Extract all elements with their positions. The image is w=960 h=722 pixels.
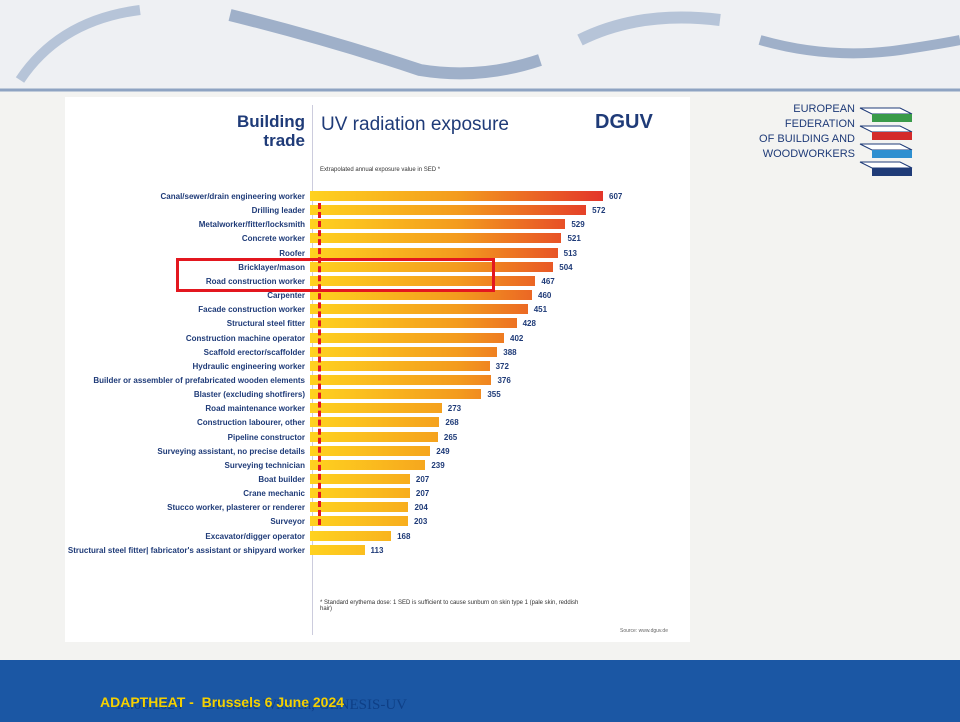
bar [310, 545, 365, 555]
value-label: 239 [431, 461, 444, 470]
value-label: 402 [510, 334, 523, 343]
value-label: 268 [445, 418, 458, 427]
bar [310, 502, 408, 512]
footnote: * Standard erythema dose: 1 SED is suffi… [320, 600, 590, 612]
bar [310, 460, 425, 470]
category-label: Builder or assembler of prefabricated wo… [5, 376, 305, 385]
category-label: Stucco worker, plasterer or renderer [5, 503, 305, 512]
value-label: 504 [559, 263, 572, 272]
value-label: 428 [523, 319, 536, 328]
category-label: Scaffold erector/scaffolder [5, 348, 305, 357]
value-label: 113 [371, 546, 384, 555]
value-label: 607 [609, 192, 622, 201]
bar [310, 333, 504, 343]
value-label: 376 [497, 376, 510, 385]
category-label: Blaster (excluding shotfirers) [5, 390, 305, 399]
bar [310, 219, 565, 229]
logo-line: EUROPEAN [730, 102, 855, 117]
category-label: Concrete worker [5, 234, 305, 243]
logo-line: OF BUILDING AND [730, 132, 855, 147]
category-label: Structural steel fitter [5, 319, 305, 328]
slide: Building trade UV radiation exposure DGU… [0, 0, 960, 722]
category-label: Pipeline constructor [5, 433, 305, 442]
bar [310, 474, 410, 484]
bar [310, 191, 603, 201]
annotation-box [176, 258, 495, 292]
bar [310, 205, 586, 215]
bar [310, 417, 439, 427]
bar [310, 403, 442, 413]
bar [310, 318, 517, 328]
annotation-line [318, 203, 321, 525]
category-label: Surveyor [5, 517, 305, 526]
category-label: Road maintenance worker [5, 404, 305, 413]
value-label: 513 [564, 249, 577, 258]
category-label: Canal/sewer/drain engineering worker [5, 192, 305, 201]
value-label: 572 [592, 206, 605, 215]
category-label: Facade construction worker [5, 305, 305, 314]
bar [310, 233, 561, 243]
bar [310, 488, 410, 498]
chart-image: Building trade UV radiation exposure DGU… [65, 97, 690, 642]
bar [310, 361, 490, 371]
value-label: 372 [496, 362, 509, 371]
bar [310, 304, 528, 314]
category-label: Carpenter [5, 291, 305, 300]
logo-boxes [858, 104, 918, 180]
category-label: Excavator/digger operator [5, 532, 305, 541]
source: Source: www.dguv.de [620, 628, 668, 634]
logo-line: FEDERATION [730, 117, 855, 132]
category-label: Roofer [5, 249, 305, 258]
bar [310, 446, 430, 456]
category-label: Boat builder [5, 475, 305, 484]
category-label: Construction machine operator [5, 334, 305, 343]
value-label: 203 [414, 517, 427, 526]
category-label: Drilling leader [5, 206, 305, 215]
value-label: 273 [448, 404, 461, 413]
category-label: Surveying assistant, no precise details [5, 447, 305, 456]
bar [310, 432, 438, 442]
value-label: 207 [416, 475, 429, 484]
value-label: 388 [503, 348, 516, 357]
category-label: Crane mechanic [5, 489, 305, 498]
bar [310, 248, 558, 258]
value-label: 467 [541, 277, 554, 286]
bar [310, 375, 491, 385]
category-label: Structural steel fitter| fabricator's as… [5, 546, 305, 555]
value-label: 460 [538, 291, 551, 300]
value-label: 451 [534, 305, 547, 314]
footer-event: ADAPTHEAT - Brussels 6 June 2024 [100, 694, 344, 710]
value-label: 204 [414, 503, 427, 512]
value-label: 355 [487, 390, 500, 399]
value-label: 207 [416, 489, 429, 498]
bar [310, 531, 391, 541]
category-label: Metalworker/fitter/locksmith [5, 220, 305, 229]
value-label: 168 [397, 532, 410, 541]
category-label: Construction labourer, other [5, 418, 305, 427]
header-decoration [0, 0, 960, 92]
bar [310, 389, 481, 399]
value-label: 265 [444, 433, 457, 442]
value-label: 521 [567, 234, 580, 243]
bar [310, 516, 408, 526]
category-label: Hydraulic engineering worker [5, 362, 305, 371]
footer-band: 13.06.2024 Dr. Marc Wittlich, GENESIS-UV… [0, 660, 960, 722]
bar [310, 347, 497, 357]
value-label: 529 [571, 220, 584, 229]
category-label: Surveying technician [5, 461, 305, 470]
value-label: 249 [436, 447, 449, 456]
logo-line: WOODWORKERS [730, 147, 855, 162]
